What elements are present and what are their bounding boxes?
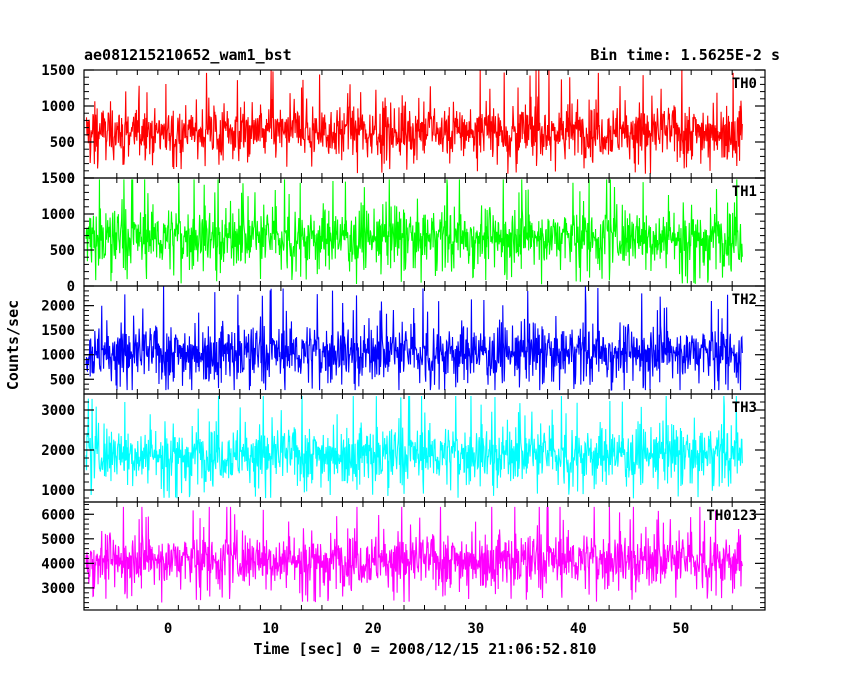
- panel-label-th1: TH1: [732, 184, 757, 200]
- panel-label-th3: TH3: [732, 400, 757, 416]
- y-tick-label: 1000: [41, 207, 75, 223]
- y-tick-label: 1500: [41, 323, 75, 339]
- x-tick-label: 20: [365, 621, 382, 637]
- panel-th0123: 3000 4000 5000 6000 TH0123: [41, 501, 766, 611]
- x-tick-label: 30: [467, 621, 484, 637]
- y-tick-label: 5000: [41, 532, 75, 548]
- y-tick-label: 1000: [41, 99, 75, 115]
- y-tick-label: 0: [67, 279, 75, 295]
- y-tick-label: 500: [50, 372, 75, 388]
- y-tick-label: 4000: [41, 556, 75, 572]
- y-tick-label: 500: [50, 243, 75, 259]
- y-tick-label: 2000: [41, 299, 75, 315]
- x-tick-label: 40: [570, 621, 587, 637]
- panel-label-th0123: TH0123: [706, 508, 757, 524]
- panel-th3: 1000 2000 3000 TH3: [41, 393, 766, 503]
- panel-th2: 500 1000 1500 2000 TH2: [41, 285, 766, 395]
- series-line-th3: [85, 395, 743, 499]
- panel-label-th0: TH0: [732, 76, 757, 92]
- y-tick-label: 1500: [41, 171, 75, 187]
- y-tick-label: 1500: [41, 63, 75, 79]
- x-tick-label: 50: [672, 621, 689, 637]
- series-line-th0123: [85, 506, 743, 603]
- panel-label-th2: TH2: [732, 292, 757, 308]
- panels-group: 0 500 1000 1500 TH0 0 500 1000 1500 TH1 500 1000 150…: [41, 63, 766, 611]
- panel-th0: 0 500 1000 1500 TH0: [41, 63, 766, 187]
- y-tick-label: 2000: [41, 443, 75, 459]
- x-tick-label: 10: [262, 621, 279, 637]
- y-tick-label: 0: [67, 171, 75, 187]
- bin-time-label: Bin time: 1.5625E-2 s: [590, 46, 780, 64]
- series-line-th0: [85, 69, 743, 174]
- y-tick-label: 3000: [41, 403, 75, 419]
- x-axis: 0 10 20 30 40 50: [164, 621, 689, 637]
- x-axis-label: Time [sec] 0 = 2008/12/15 21:06:52.810: [253, 640, 596, 658]
- panel-th1: 0 500 1000 1500 TH1: [41, 171, 766, 295]
- y-tick-label: 1000: [41, 483, 75, 499]
- y-tick-label: 6000: [41, 507, 75, 523]
- x-tick-label: 0: [164, 621, 172, 637]
- series-line-th2: [85, 285, 743, 391]
- y-tick-label: 1000: [41, 348, 75, 364]
- chart-title: ae081215210652_wam1_bst: [84, 46, 292, 64]
- y-tick-label: 3000: [41, 581, 75, 597]
- y-axis-label: Counts/sec: [4, 300, 22, 390]
- y-tick-label: 500: [50, 135, 75, 151]
- series-line-th1: [85, 179, 743, 285]
- panel-frame: [83, 285, 766, 395]
